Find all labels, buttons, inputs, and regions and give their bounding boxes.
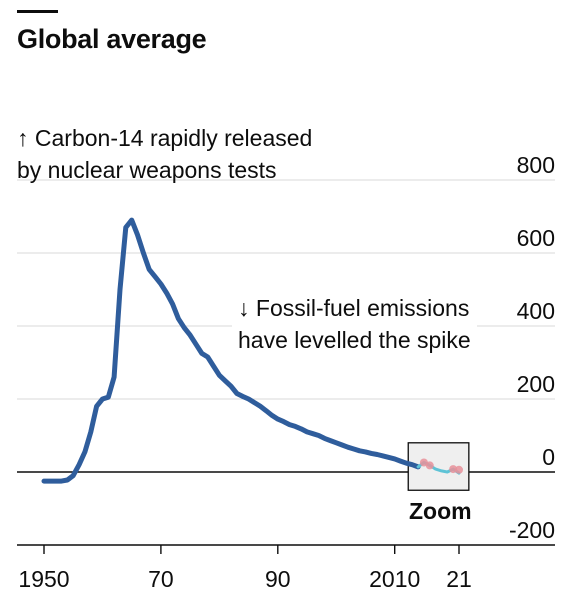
y-tick-label: 600 bbox=[517, 225, 555, 251]
chart-title: Global average bbox=[17, 24, 207, 54]
fossil-annotation: ↓ Fossil-fuel emissions have levelled th… bbox=[232, 292, 477, 356]
x-tick-label: 2010 bbox=[369, 566, 420, 592]
series-layer bbox=[41, 217, 463, 484]
data-point-marker bbox=[425, 461, 434, 470]
series-line-global-average bbox=[41, 217, 421, 484]
fossil-annotation-line-2: have levelled the spike bbox=[238, 327, 471, 353]
nuclear-annotation-line-1: ↑ Carbon-14 rapidly released bbox=[17, 125, 313, 151]
y-tick-labels: 800 600 400 200 0 -200 bbox=[509, 152, 555, 543]
y-tick-label: 400 bbox=[517, 298, 555, 324]
data-point-marker bbox=[455, 465, 463, 474]
gridlines bbox=[17, 179, 555, 546]
y-tick-label: 200 bbox=[517, 371, 555, 397]
x-tick-label: 21 bbox=[446, 566, 472, 592]
y-tick-label: 0 bbox=[542, 444, 555, 470]
y-tick-label: 800 bbox=[517, 152, 555, 178]
header-rule bbox=[17, 10, 58, 13]
nuclear-annotation-line-2: by nuclear weapons tests bbox=[17, 157, 277, 183]
x-tick-label: 90 bbox=[265, 566, 291, 592]
data-point-marker bbox=[449, 465, 458, 474]
x-tick-label: 1950 bbox=[18, 566, 69, 592]
y-tick-label: -200 bbox=[509, 517, 555, 543]
zoom-label: Zoom bbox=[409, 498, 472, 524]
fossil-annotation-line-1: ↓ Fossil-fuel emissions bbox=[238, 295, 470, 321]
nuclear-annotation: ↑ Carbon-14 rapidly released by nuclear … bbox=[17, 122, 312, 186]
x-tick-labels: 1950 70 90 2010 21 bbox=[18, 545, 472, 592]
x-tick-label: 70 bbox=[148, 566, 174, 592]
